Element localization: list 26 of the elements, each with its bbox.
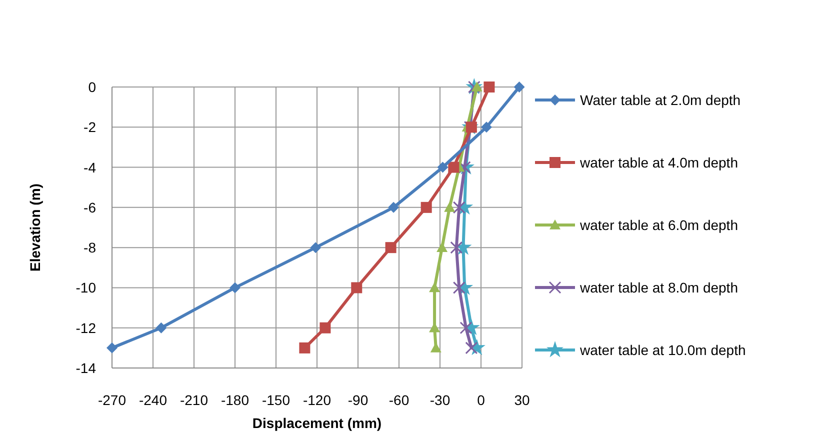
x-tick-label: -180: [220, 392, 250, 408]
y-axis-title: Elevation (m): [27, 184, 43, 272]
x-axis-title: Displacement (mm): [252, 415, 382, 431]
legend-label: Water table at 2.0m depth: [580, 92, 741, 108]
x-tick-label: 30: [514, 392, 530, 408]
legend-label: water table at 6.0m depth: [579, 217, 738, 233]
legend-label: water table at 8.0m depth: [579, 280, 738, 296]
x-tick-label: -210: [180, 392, 208, 408]
x-tick-label: -150: [262, 392, 290, 408]
y-tick-label: -8: [84, 240, 96, 256]
x-tick-label: -270: [98, 392, 126, 408]
y-tick-label: -4: [84, 159, 96, 176]
y-tick-label: -6: [84, 199, 96, 216]
x-tick-label: 0: [477, 392, 486, 408]
x-tick-label: -60: [388, 392, 410, 408]
y-tick-label: -10: [76, 280, 96, 296]
y-tick-label: 0: [88, 79, 96, 95]
x-tick-label: -30: [430, 392, 450, 408]
legend-label: water table at 10.0m depth: [579, 342, 746, 358]
y-tick-label: -2: [84, 119, 96, 136]
x-tick-label: -120: [302, 392, 332, 408]
x-tick-label: -90: [348, 392, 368, 408]
x-tick-label: -240: [138, 392, 168, 408]
y-tick-label: -14: [76, 360, 96, 376]
y-tick-label: -12: [76, 320, 96, 336]
legend-label: water table at 4.0m depth: [579, 154, 738, 170]
